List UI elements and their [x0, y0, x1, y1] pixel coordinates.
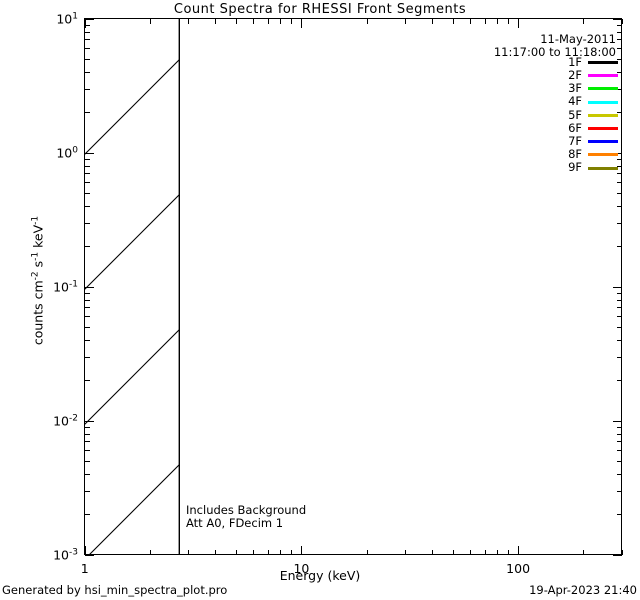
- legend-label: 6F: [568, 120, 582, 135]
- legend-label: 7F: [568, 133, 582, 148]
- legend-label: 2F: [568, 68, 582, 83]
- annotation-line-attenuator: Att A0, FDecim 1: [186, 515, 284, 530]
- y-tick-label: 10-1: [53, 278, 78, 295]
- legend-item-8f[interactable]: 8F: [500, 148, 618, 161]
- footer-timestamp: 19-Apr-2023 21:40: [529, 583, 637, 597]
- legend-label: 3F: [568, 81, 582, 96]
- legend-label: 5F: [568, 107, 582, 122]
- legend-label: 8F: [568, 147, 582, 162]
- x-tick-label: 100: [506, 560, 531, 576]
- legend-color-swatch: [588, 74, 618, 78]
- annotation-line-background: Includes Background: [186, 503, 307, 517]
- x-tick-label: 1: [80, 560, 89, 576]
- y-axis-title: counts cm-2 s-1 keV-1: [30, 215, 46, 346]
- legend-label: 4F: [568, 94, 582, 109]
- legend-item-9f[interactable]: 9F: [500, 162, 618, 175]
- legend: 1F 2F 3F 4F 5F 6F 7F 8F 9F: [500, 56, 618, 175]
- observation-time-range: 11:17:00 to 11:18:00: [493, 45, 616, 59]
- x-axis-title-text: Energy (keV): [279, 568, 361, 583]
- legend-color-swatch: [588, 166, 618, 170]
- y-tick-label: 101: [56, 11, 78, 27]
- y-tick-label: 10-3: [53, 546, 78, 562]
- legend-item-1f[interactable]: 1F: [500, 56, 618, 69]
- legend-color-swatch: [588, 127, 618, 131]
- legend-color-swatch: [588, 140, 618, 144]
- page-title: Count Spectra for RHESSI Front Segments: [173, 2, 467, 17]
- legend-label: 1F: [568, 54, 582, 69]
- legend-color-swatch: [588, 113, 618, 117]
- legend-item-7f[interactable]: 7F: [500, 135, 618, 148]
- observation-info: 11-May-2011 11:17:00 to 11:18:00: [330, 33, 616, 59]
- legend-item-4f[interactable]: 4F: [500, 96, 618, 109]
- legend-color-swatch: [588, 61, 618, 65]
- footer-generated-by: Generated by hsi_min_spectra_plot.pro: [2, 583, 228, 597]
- y-tick-label: 100: [56, 144, 78, 161]
- observation-date: 11-May-2011: [540, 32, 616, 46]
- x-tick-label: 10: [293, 560, 310, 576]
- legend-label: 9F: [568, 160, 582, 175]
- legend-color-swatch: [588, 100, 618, 104]
- legend-item-6f[interactable]: 6F: [500, 122, 618, 135]
- plot-annotation: Includes Background Att A0, FDecim 1: [186, 504, 306, 529]
- legend-item-3f[interactable]: 3F: [500, 82, 618, 95]
- legend-item-2f[interactable]: 2F: [500, 69, 618, 82]
- hatched-region: [85, 19, 180, 554]
- legend-color-swatch: [588, 87, 618, 91]
- x-axis-title: Energy (keV): [0, 568, 640, 583]
- y-tick-label: 10-2: [53, 412, 78, 429]
- legend-color-swatch: [588, 153, 618, 157]
- legend-item-5f[interactable]: 5F: [500, 109, 618, 122]
